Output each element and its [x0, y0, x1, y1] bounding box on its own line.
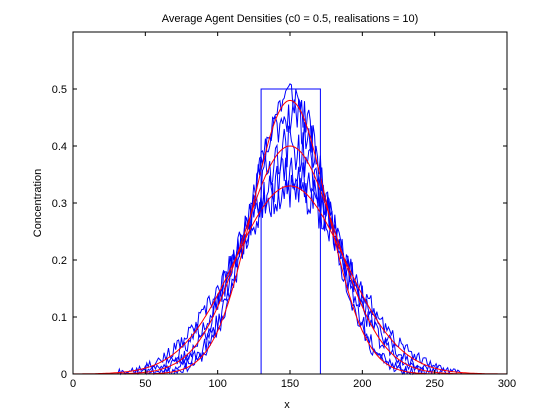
y-axis: 0 0.1 0.2 0.3 0.4 0.5	[52, 84, 507, 381]
y-tick-label: 0.5	[52, 84, 67, 96]
y-tick-label: 0.4	[52, 141, 67, 153]
x-axis-label: x	[284, 399, 290, 411]
y-tick-label: 0	[61, 369, 67, 381]
x-tick-label: 0	[70, 378, 76, 390]
x-tick-label: 300	[498, 378, 516, 390]
x-tick-label: 150	[281, 378, 299, 390]
x-axis: 0 50 100 150 200 250 300	[70, 32, 516, 390]
y-tick-label: 0.1	[52, 312, 67, 324]
theory-density-line	[73, 185, 507, 375]
y-axis-label: Concentration	[32, 169, 44, 238]
x-tick-label: 100	[208, 378, 226, 390]
x-tick-label: 50	[139, 378, 151, 390]
y-tick-label: 0.2	[52, 255, 67, 267]
x-tick-label: 250	[425, 378, 443, 390]
x-tick-label: 200	[353, 378, 371, 390]
y-tick-label: 0.3	[52, 198, 67, 210]
chart-title: Average Agent Densities (c0 = 0.5, reali…	[162, 13, 419, 25]
